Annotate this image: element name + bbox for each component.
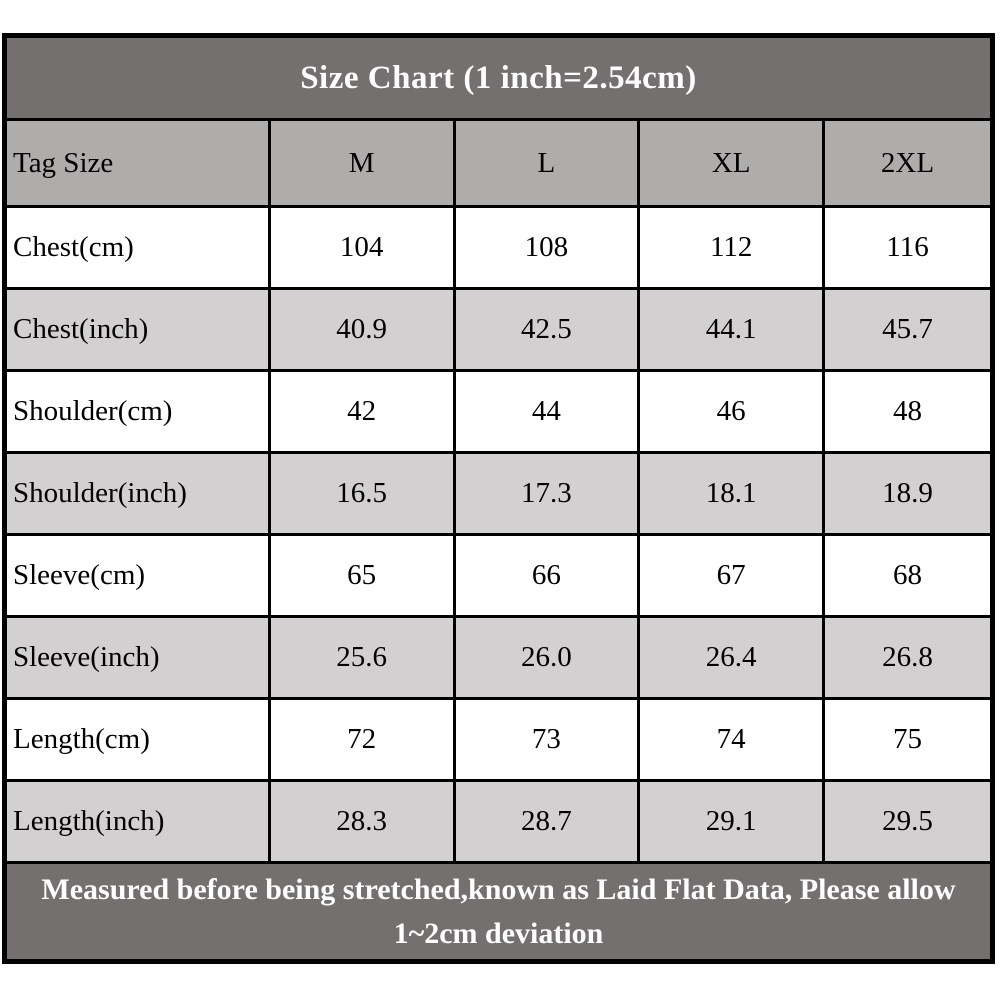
cell-value: 44 <box>452 369 641 454</box>
table-row-shoulder-inch: Shoulder(inch) 16.5 17.3 18.1 18.9 <box>3 451 994 536</box>
column-header-size-l: L <box>452 118 641 208</box>
column-header-size-m: M <box>267 118 456 208</box>
row-label: Chest(inch) <box>3 287 271 372</box>
cell-value: 116 <box>822 205 994 290</box>
cell-value: 29.1 <box>637 779 826 864</box>
row-label: Sleeve(inch) <box>3 615 271 700</box>
cell-value: 26.4 <box>637 615 826 700</box>
footer-row: Measured before being stretched,known as… <box>3 861 994 963</box>
table-row-sleeve-inch: Sleeve(inch) 25.6 26.0 26.4 26.8 <box>3 615 994 700</box>
column-header-row: Tag Size M L XL 2XL <box>3 118 994 208</box>
cell-value: 65 <box>267 533 456 618</box>
cell-value: 18.1 <box>637 451 826 536</box>
row-label: Chest(cm) <box>3 205 271 290</box>
column-header-size-xl: XL <box>637 118 826 208</box>
row-label: Shoulder(cm) <box>3 369 271 454</box>
table-row-chest-cm: Chest(cm) 104 108 112 116 <box>3 205 994 290</box>
cell-value: 74 <box>637 697 826 782</box>
cell-value: 18.9 <box>822 451 994 536</box>
cell-value: 46 <box>637 369 826 454</box>
table-row-length-inch: Length(inch) 28.3 28.7 29.1 29.5 <box>3 779 994 864</box>
cell-value: 68 <box>822 533 994 618</box>
row-label: Sleeve(cm) <box>3 533 271 618</box>
cell-value: 73 <box>452 697 641 782</box>
cell-value: 25.6 <box>267 615 456 700</box>
cell-value: 72 <box>267 697 456 782</box>
column-header-size-2xl: 2XL <box>822 118 994 208</box>
row-label: Length(cm) <box>3 697 271 782</box>
size-chart-table: Size Chart (1 inch=2.54cm) Tag Size M L … <box>2 33 995 964</box>
cell-value: 66 <box>452 533 641 618</box>
cell-value: 17.3 <box>452 451 641 536</box>
cell-value: 67 <box>637 533 826 618</box>
cell-value: 45.7 <box>822 287 994 372</box>
cell-value: 29.5 <box>822 779 994 864</box>
cell-value: 28.3 <box>267 779 456 864</box>
cell-value: 108 <box>452 205 641 290</box>
table-row-sleeve-cm: Sleeve(cm) 65 66 67 68 <box>3 533 994 618</box>
cell-value: 28.7 <box>452 779 641 864</box>
size-chart-title: Size Chart (1 inch=2.54cm) <box>3 34 994 121</box>
cell-value: 16.5 <box>267 451 456 536</box>
cell-value: 112 <box>637 205 826 290</box>
row-label: Length(inch) <box>3 779 271 864</box>
cell-value: 26.8 <box>822 615 994 700</box>
cell-value: 48 <box>822 369 994 454</box>
row-label: Shoulder(inch) <box>3 451 271 536</box>
measurement-note: Measured before being stretched,known as… <box>3 861 994 963</box>
cell-value: 26.0 <box>452 615 641 700</box>
table-row-length-cm: Length(cm) 72 73 74 75 <box>3 697 994 782</box>
cell-value: 44.1 <box>637 287 826 372</box>
table-row-shoulder-cm: Shoulder(cm) 42 44 46 48 <box>3 369 994 454</box>
cell-value: 40.9 <box>267 287 456 372</box>
cell-value: 104 <box>267 205 456 290</box>
cell-value: 42 <box>267 369 456 454</box>
table-row-chest-inch: Chest(inch) 40.9 42.5 44.1 45.7 <box>3 287 994 372</box>
cell-value: 42.5 <box>452 287 641 372</box>
title-row: Size Chart (1 inch=2.54cm) <box>3 34 994 121</box>
cell-value: 75 <box>822 697 994 782</box>
column-header-tag-size: Tag Size <box>3 118 271 208</box>
